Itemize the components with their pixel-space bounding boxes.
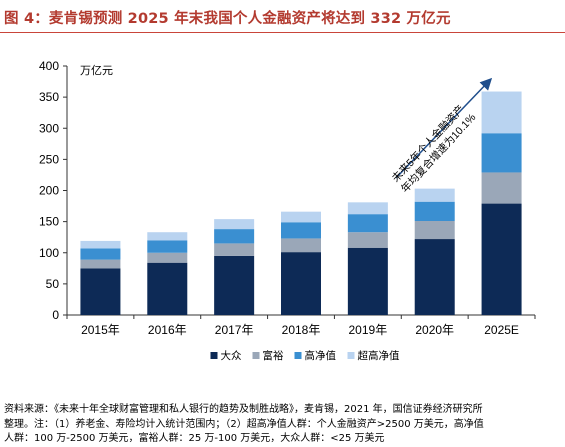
growth-arrow: [395, 77, 493, 179]
bar-segment: [80, 259, 121, 269]
bar-segment: [481, 203, 522, 315]
y-tick-label: 0: [52, 308, 59, 322]
bar-segment: [347, 202, 388, 215]
bar-segment: [147, 252, 188, 263]
legend-label: 高净值: [305, 349, 337, 362]
x-tick-label: 2020年: [415, 323, 454, 337]
bar-segment: [214, 255, 255, 315]
bar-segment: [414, 239, 455, 315]
x-tick-label: 2018年: [282, 323, 321, 337]
plot-area: 0 50 100 150 200 250 300 350 400 2015年 2016年 2017年 2…: [39, 59, 536, 337]
source-line: 人群：100 万-2500 万美元，富裕人群：25 万-100 万美元，大众人群…: [4, 433, 385, 444]
x-tick-label: 2017年: [215, 323, 254, 337]
bar-segment: [481, 91, 522, 134]
y-tick-label: 300: [39, 121, 59, 135]
chart-legend: 大众 富裕 高净值 超高净值: [210, 349, 400, 362]
bar-segment: [481, 133, 522, 173]
legend-swatch: [347, 352, 355, 359]
source-line: 整理。注：（1）养老金、寿险均计入统计范围内；（2）超高净值人群：个人金融资产>…: [4, 418, 484, 430]
bar-segment: [347, 232, 388, 248]
bar-segment: [80, 248, 121, 260]
bar-segment: [147, 232, 188, 241]
bar-segment: [414, 221, 455, 240]
bar-segment: [414, 201, 455, 222]
y-tick-label: 400: [39, 59, 59, 73]
source-line: 资料来源：《未来十年全球财富管理和私人银行的趋势及制胜战略》，麦肯锡，2021 …: [4, 404, 483, 415]
bar-segment: [281, 211, 321, 223]
y-tick-label: 200: [39, 184, 59, 198]
bar-segment: [281, 222, 321, 239]
bar-segment: [147, 262, 188, 315]
source-note: 资料来源：《未来十年全球财富管理和私人银行的趋势及制胜战略》，麦肯锡，2021 …: [4, 403, 562, 447]
y-tick-label: 250: [39, 152, 59, 166]
bar-segment: [80, 240, 121, 249]
x-tick-label: 2015年: [81, 323, 120, 337]
title-divider: [0, 32, 565, 33]
bar-segment: [214, 229, 255, 244]
bar-segment: [214, 219, 255, 230]
bar-segment: [414, 188, 455, 202]
stacked-bar-chart: 0 50 100 150 200 250 300 350 400 2015年 2016年 2017年 2…: [39, 59, 536, 362]
legend-swatch: [210, 352, 218, 359]
y-tick-label: 150: [39, 215, 59, 229]
bar-segment: [481, 172, 522, 204]
legend-label: 超高净值: [358, 349, 400, 362]
y-tick-label: 50: [46, 277, 60, 291]
bar-segment: [347, 247, 388, 315]
x-tick-label: 2019年: [349, 323, 388, 337]
bar-segment: [147, 240, 188, 253]
bar-segment: [281, 252, 321, 315]
bar-segment: [347, 214, 388, 233]
x-tick-label: 2016年: [148, 323, 187, 337]
figure-title: 图 4：麦肯锡预测 2025 年末我国个人金融资产将达到 332 万亿元: [4, 11, 451, 27]
legend-swatch: [252, 352, 260, 359]
legend-label: 富裕: [263, 349, 284, 362]
bar-segment: [214, 243, 255, 256]
legend-label: 大众: [221, 349, 242, 362]
y-tick-label: 350: [39, 90, 59, 104]
y-axis-label: 万亿元: [80, 64, 113, 77]
y-tick-label: 100: [39, 246, 59, 260]
bar-segment: [80, 268, 121, 315]
x-tick-label: 2025E: [484, 323, 519, 337]
legend-swatch: [294, 352, 302, 359]
bar-segment: [281, 238, 321, 253]
